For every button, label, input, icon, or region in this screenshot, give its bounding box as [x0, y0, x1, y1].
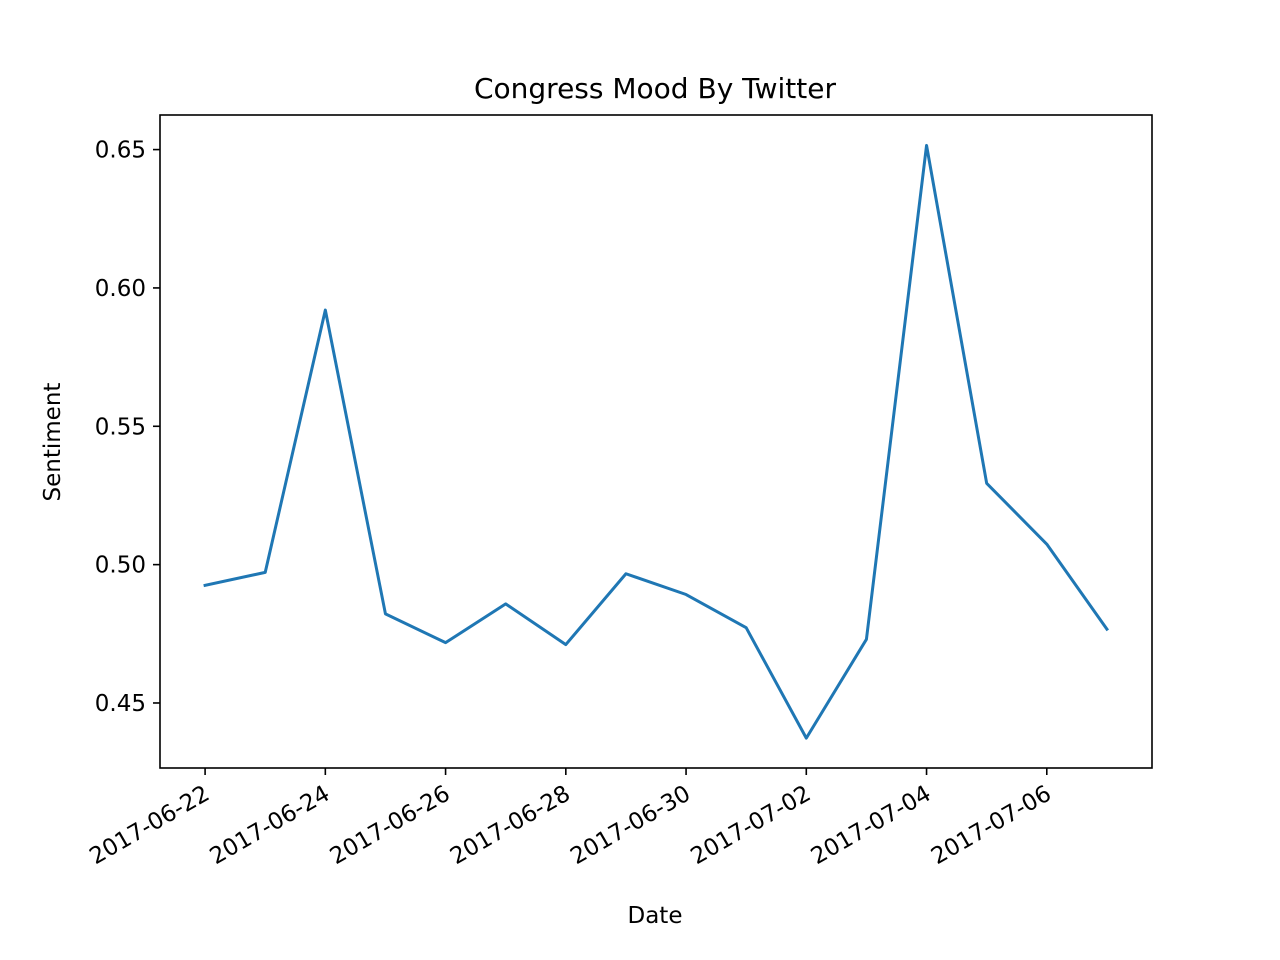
y-tick-label: 0.55 — [95, 414, 146, 440]
y-tick-label: 0.65 — [95, 138, 146, 164]
y-tick-label: 0.45 — [95, 691, 146, 717]
y-axis-title: Sentiment — [40, 383, 66, 502]
x-axis-title: Date — [628, 903, 683, 929]
chart-title: Congress Mood By Twitter — [474, 72, 837, 105]
plot-frame — [159, 114, 1153, 769]
series-line-0 — [203, 143, 1110, 740]
y-tick-label: 0.60 — [95, 276, 146, 302]
y-tick-label: 0.50 — [95, 553, 146, 579]
